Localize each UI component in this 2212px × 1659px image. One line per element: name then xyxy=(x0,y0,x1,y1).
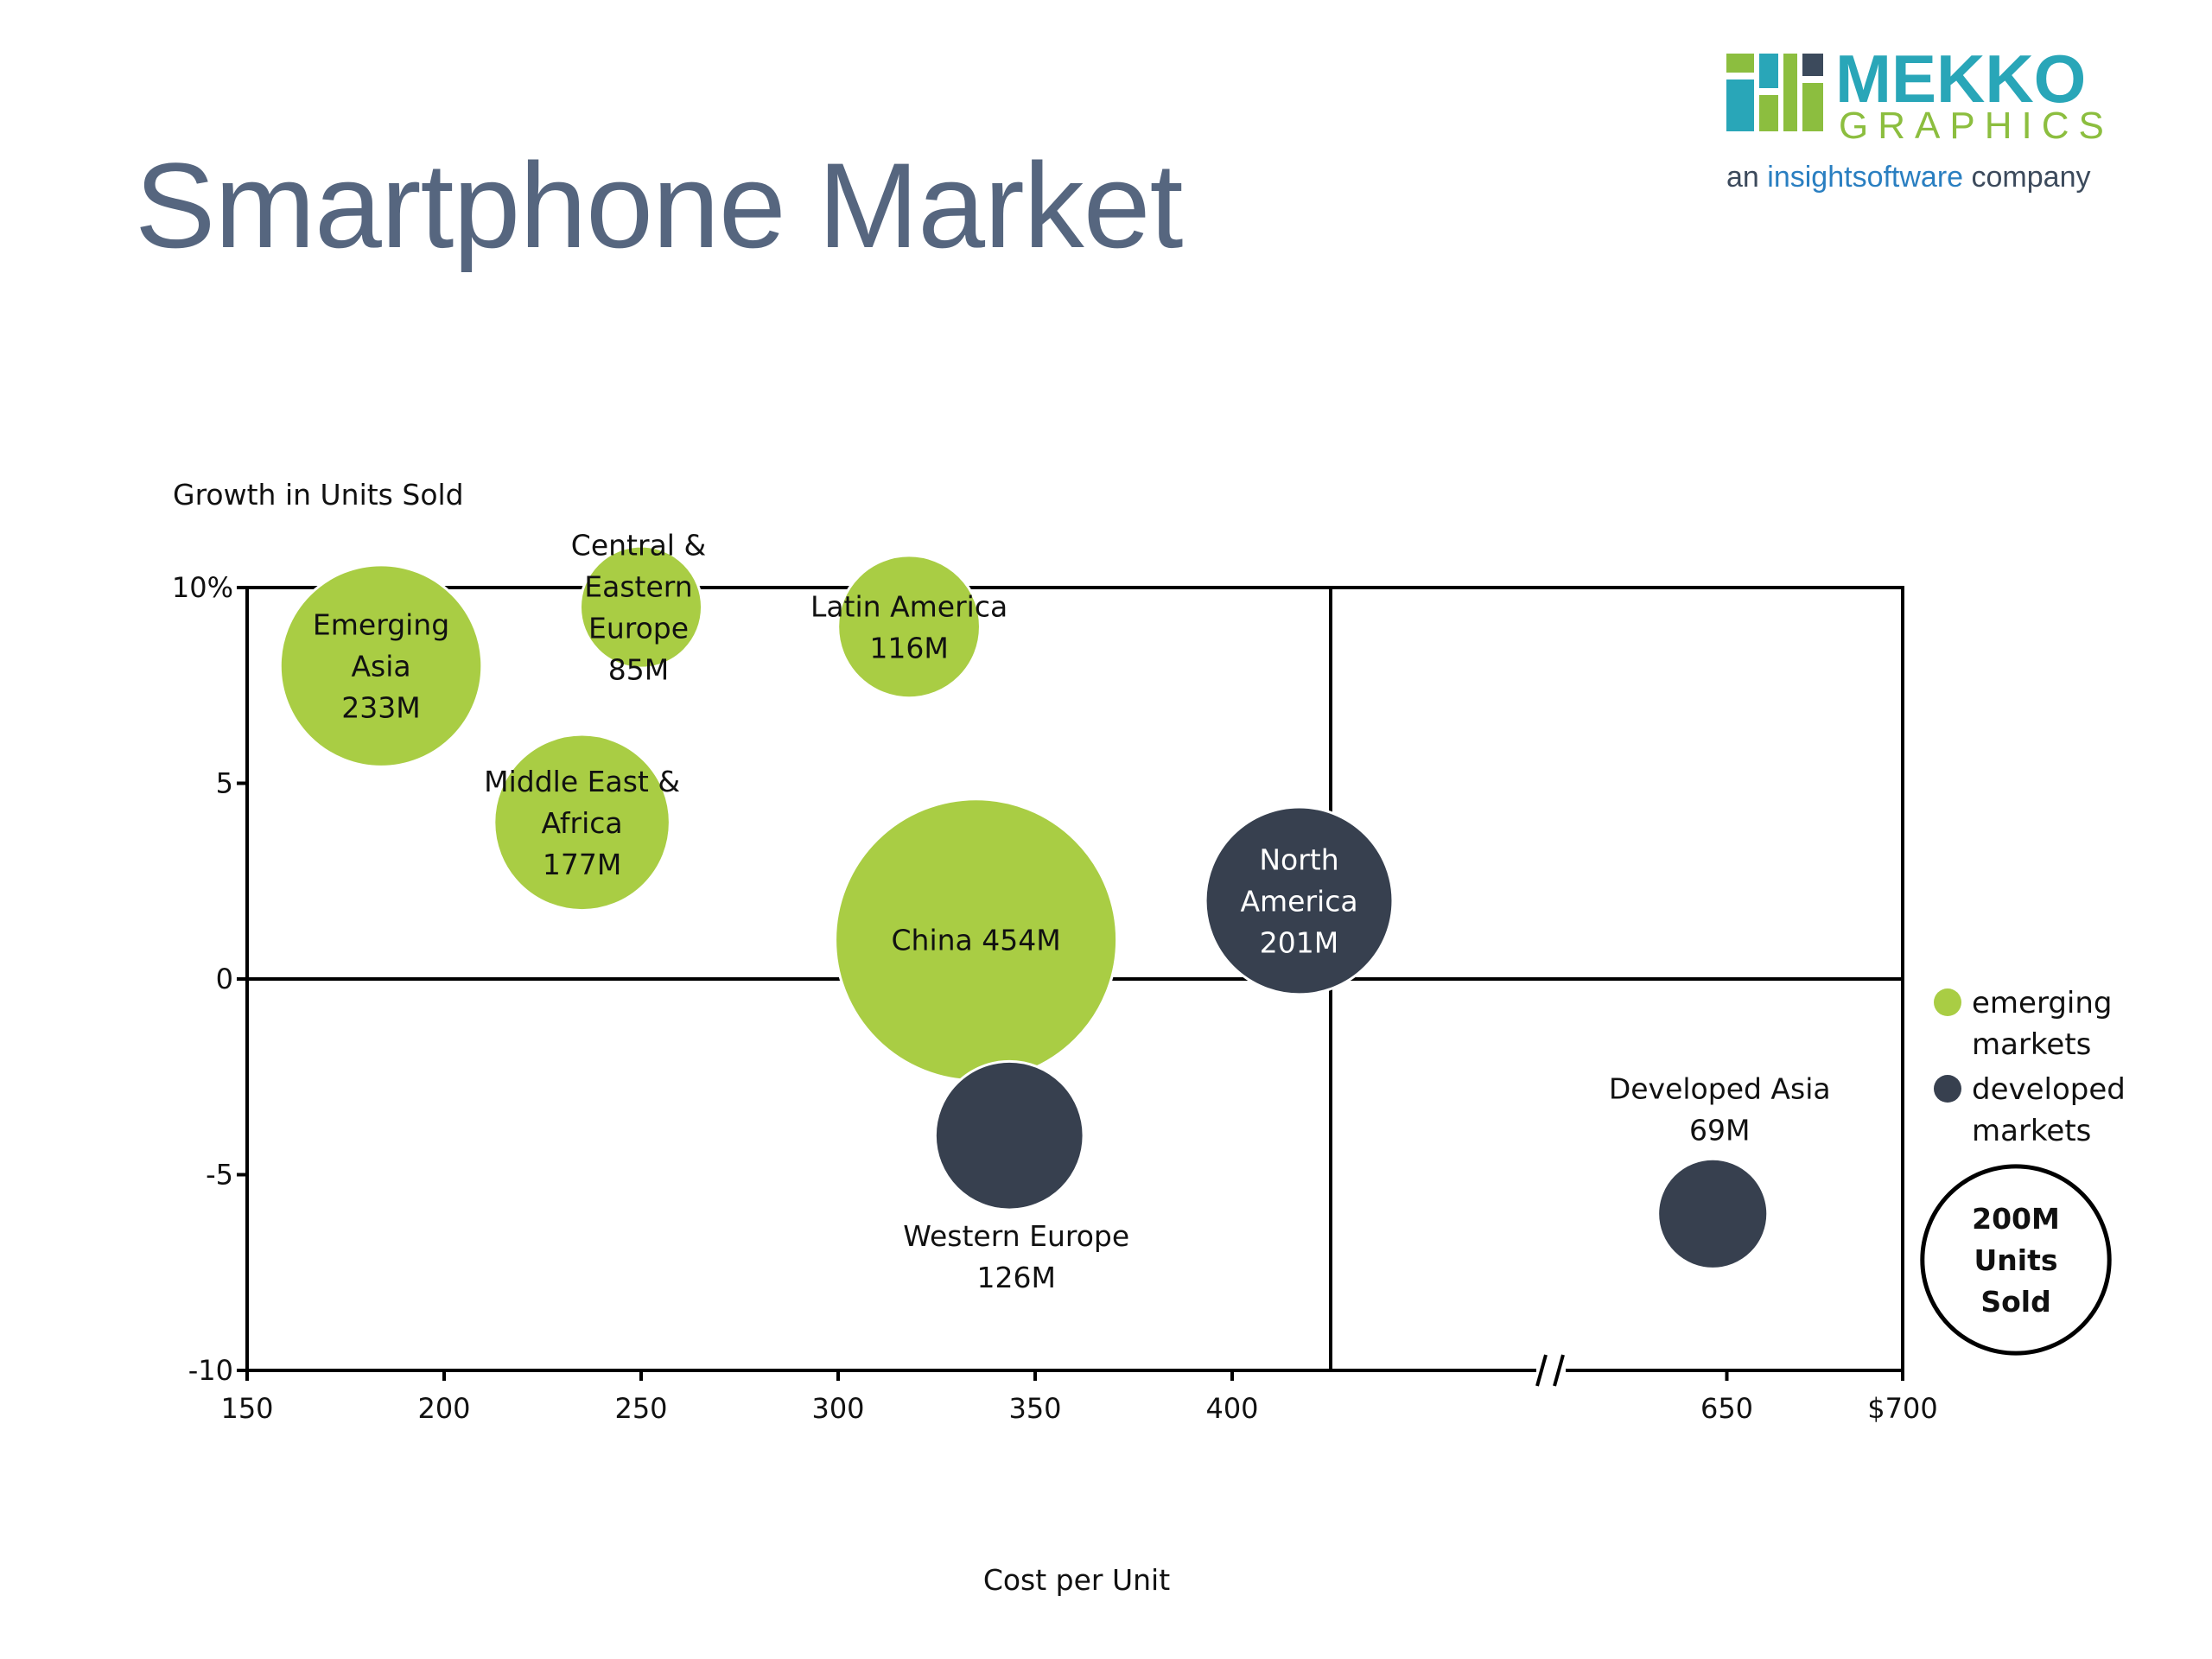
logo-graphics-text: GRAPHICS xyxy=(1839,105,2113,147)
mekko-graphics-logo: MEKKO GRAPHICS an insightsoftware compan… xyxy=(1726,48,2113,194)
logo-tagline: an insightsoftware company xyxy=(1726,161,2090,194)
axis-break-slash xyxy=(1535,1354,1548,1387)
size-reference-label: Units xyxy=(1974,1243,2057,1277)
bubble-point xyxy=(836,554,982,700)
bubble-point xyxy=(1204,805,1395,996)
x-tick-label: $700 xyxy=(1867,1392,1937,1425)
legend-label: markets xyxy=(1972,1027,2091,1062)
x-tick-label: 650 xyxy=(1700,1392,1753,1425)
axis-break-slash xyxy=(1553,1354,1565,1387)
y-tick-label: 0 xyxy=(216,963,233,995)
x-tick-label: 300 xyxy=(811,1392,864,1425)
bubble-point xyxy=(578,544,704,670)
y-tick-label: 5 xyxy=(216,767,233,800)
bubble-label: Developed Asia 69M xyxy=(1609,1071,1831,1147)
legend-swatch xyxy=(1934,1075,1961,1103)
y-tick-label: -5 xyxy=(206,1159,233,1192)
x-tick-label: 200 xyxy=(417,1392,470,1425)
bubble-point xyxy=(1656,1157,1770,1270)
axis-break-marker xyxy=(1535,1354,1566,1387)
bubble-point xyxy=(933,1059,1085,1211)
legend-label: markets xyxy=(1972,1114,2091,1148)
legend-label: developed xyxy=(1972,1072,2126,1107)
bubble-label: Western Europe 126M xyxy=(903,1219,1129,1294)
y-axis-title: Growth in Units Sold xyxy=(173,478,464,512)
chart-plot-area: 10% 5 0 -5 -10 150 200 250 300 350 400 650 $700 Emerg… xyxy=(172,529,2126,1425)
x-tick-label: 250 xyxy=(614,1392,667,1425)
legend-swatch xyxy=(1934,988,1961,1016)
size-reference-label: Sold xyxy=(1980,1285,2050,1319)
x-tick-label: 400 xyxy=(1205,1392,1258,1425)
bubble-label: Emerging Asia 233M xyxy=(313,608,449,725)
page-title: Smartphone Market xyxy=(135,137,1183,273)
x-tick-label: 150 xyxy=(220,1392,273,1425)
bubble-label: Middle East & Africa 177M xyxy=(484,765,680,881)
bubble-label: North America 201M xyxy=(1240,842,1357,959)
bubble-point xyxy=(493,733,671,912)
bubble-point xyxy=(278,563,484,768)
y-tick-label: -10 xyxy=(188,1354,233,1387)
bubble-label: Central & Eastern Europe 85M xyxy=(571,529,706,687)
bubble-label: China 454M xyxy=(891,924,1060,957)
x-axis-title: Cost per Unit xyxy=(983,1563,1170,1597)
x-tick-label: 350 xyxy=(1008,1392,1061,1425)
logo-mekko-text: MEKKO xyxy=(1835,48,2086,117)
logo-mark-icon xyxy=(1726,54,1823,131)
bubble-label: Latin America 116M xyxy=(810,589,1007,664)
size-reference-label: 200M xyxy=(1972,1202,2060,1236)
y-tick-label: 10% xyxy=(172,571,233,604)
size-reference-bubble xyxy=(1920,1164,2112,1356)
legend-label: emerging xyxy=(1972,986,2113,1020)
